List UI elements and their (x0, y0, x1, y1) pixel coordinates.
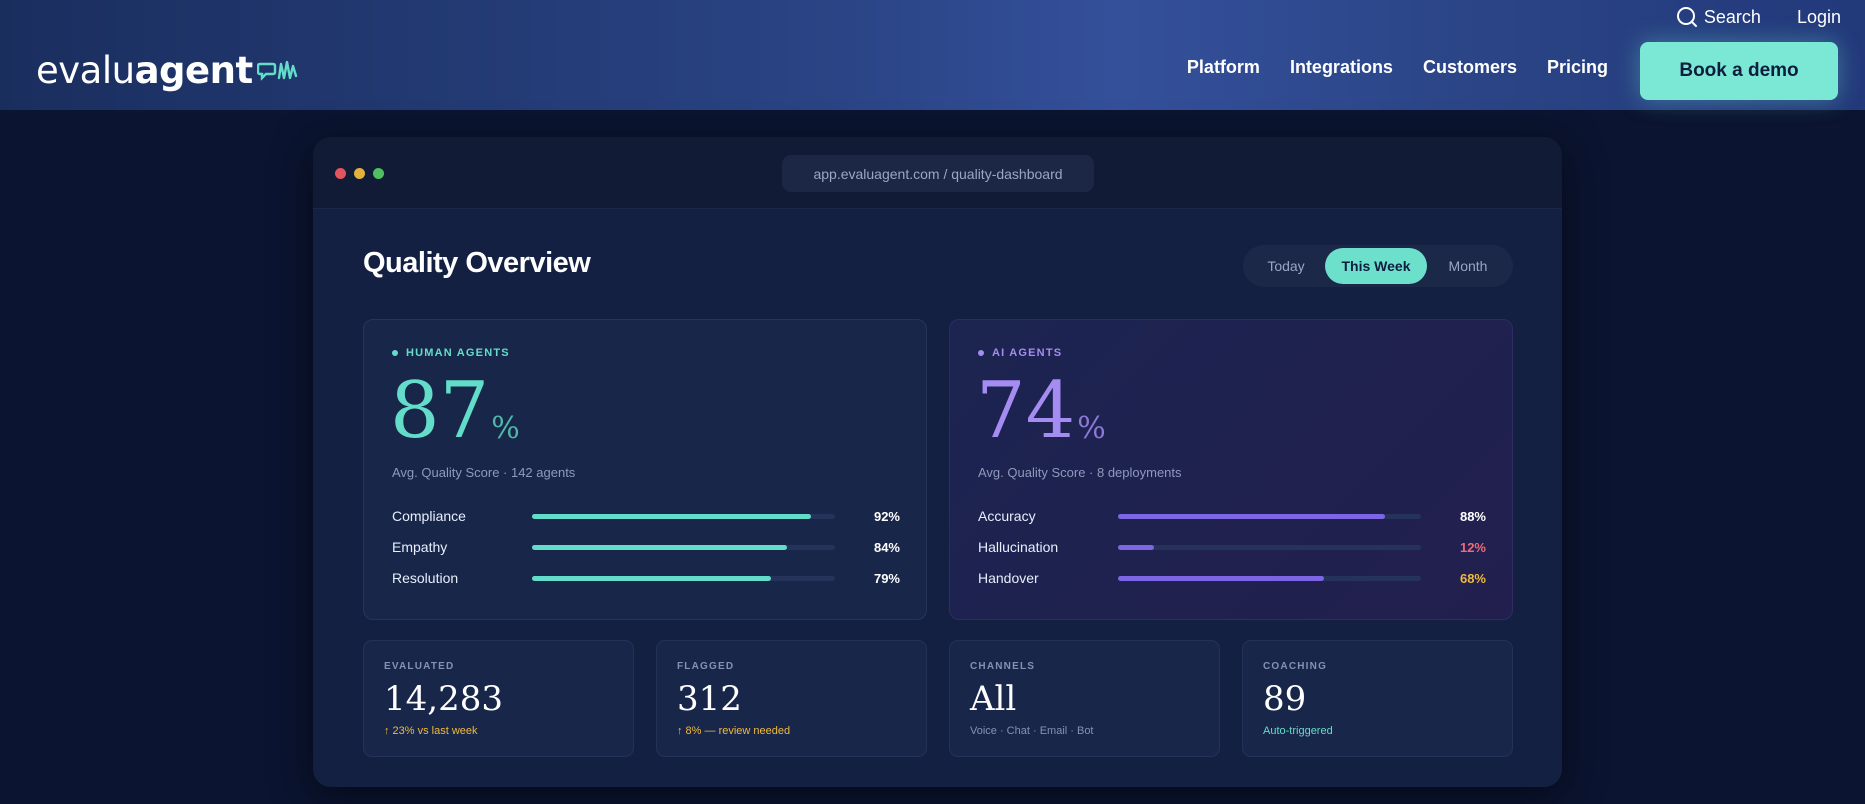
stat-value: 312 (677, 679, 742, 719)
human-score-subtitle: Avg. Quality Score · 142 agents (392, 465, 576, 480)
search-link[interactable]: Search (1676, 6, 1761, 28)
page-title: Quality Overview (363, 247, 591, 279)
ai-score-unit: % (1077, 411, 1106, 446)
stat-value: 14,283 (384, 679, 503, 719)
tab-month[interactable]: Month (1448, 258, 1488, 274)
stat-label: CHANNELS (970, 661, 1036, 672)
metric-value: 84% (873, 539, 900, 555)
human-tag-label: HUMAN AGENTS (406, 347, 510, 359)
logo-text-light: evalu (36, 49, 135, 92)
stat-card-coaching: COACHING 89 Auto-triggered (1242, 640, 1513, 757)
metric-progress-fill (532, 575, 772, 581)
human-score-value: 87 (390, 366, 490, 456)
metric-label: Hallucination (978, 539, 1059, 555)
human-agents-card: HUMAN AGENTS 87 % Avg. Quality Score · 1… (363, 319, 927, 620)
top-links: Search Login (1676, 6, 1841, 28)
ai-metric-row: Handover 68% (978, 568, 1486, 588)
metric-label: Empathy (392, 539, 448, 555)
window-close-dot (335, 168, 346, 179)
stat-card-channels: CHANNELS All Voice · Chat · Email · Bot (949, 640, 1220, 757)
url-bar: app.evaluagent.com / quality-dashboard (782, 155, 1094, 192)
stat-value: All (970, 679, 1017, 719)
nav-item-customers[interactable]: Customers (1422, 57, 1517, 77)
ai-agents-card: AI AGENTS 74 % Avg. Quality Score · 8 de… (949, 319, 1513, 620)
window-titlebar: app.evaluagent.com / quality-dashboard (313, 137, 1562, 209)
metric-progress-fill (1118, 544, 1155, 550)
human-score: 87 % (390, 372, 520, 450)
tab-this-week[interactable]: This Week (1325, 248, 1427, 284)
metric-progress-track (1118, 575, 1421, 581)
ai-score-value: 74 (976, 366, 1076, 456)
main-nav: Platform Integrations Customers Pricing (1187, 57, 1608, 78)
logo-chat-wave-icon (256, 60, 297, 81)
nav-item-pricing[interactable]: Pricing (1546, 57, 1608, 77)
tab-today[interactable]: Today (1267, 258, 1305, 274)
login-link[interactable]: Login (1796, 6, 1841, 27)
metric-progress-fill (1118, 513, 1385, 519)
search-icon (1676, 7, 1697, 27)
metric-value: 79% (873, 570, 900, 586)
stat-value: 89 (1263, 679, 1307, 719)
metric-value: 88% (1459, 508, 1486, 524)
metric-progress-track (532, 513, 835, 519)
human-tag-dot-icon (392, 350, 398, 356)
logo-text-bold: agent (134, 49, 254, 92)
ai-agents-tag: AI AGENTS (978, 347, 1062, 359)
ai-tag-dot-icon (978, 350, 984, 356)
human-metric-row: Resolution 79% (392, 568, 900, 588)
dashboard-window: app.evaluagent.com / quality-dashboard Q… (313, 137, 1562, 787)
ai-metric-row: Hallucination 12% (978, 537, 1486, 557)
stat-label: COACHING (1263, 661, 1328, 672)
stat-label: FLAGGED (677, 661, 735, 672)
metric-progress-fill (532, 544, 787, 550)
metric-value: 92% (873, 508, 900, 524)
window-maximize-dot (373, 168, 384, 179)
ai-tag-label: AI AGENTS (992, 347, 1063, 359)
metric-value: 68% (1459, 570, 1486, 586)
stat-card-evaluated: EVALUATED 14,283 ↑ 23% vs last week (363, 640, 634, 757)
search-label: Search (1703, 6, 1761, 27)
human-agents-tag: HUMAN AGENTS (392, 347, 510, 359)
metric-label: Handover (978, 570, 1039, 586)
metric-label: Compliance (392, 508, 466, 524)
metric-progress-fill (532, 513, 811, 519)
window-minimize-dot (354, 168, 365, 179)
site-header: evalu agent Search Login Platform Integra… (0, 0, 1865, 110)
stat-card-flagged: FLAGGED 312 ↑ 8% — review needed (656, 640, 927, 757)
dashboard-content: Quality Overview Today This Week Month H… (313, 209, 1562, 787)
book-demo-button[interactable]: Book a demo (1640, 42, 1838, 100)
metric-progress-fill (1118, 575, 1325, 581)
stat-note: ↑ 23% vs last week (384, 725, 478, 737)
metric-progress-track (532, 544, 835, 550)
ai-metric-row: Accuracy 88% (978, 506, 1486, 526)
time-range-toggle: Today This Week Month (1243, 245, 1513, 287)
metric-progress-track (1118, 513, 1421, 519)
stat-note: ↑ 8% — review needed (677, 725, 791, 737)
ai-score-subtitle: Avg. Quality Score · 8 deployments (978, 465, 1182, 480)
metric-value: 12% (1459, 539, 1486, 555)
metric-progress-track (1118, 544, 1421, 550)
metric-progress-track (532, 575, 835, 581)
ai-score: 74 % (976, 372, 1106, 450)
human-metric-row: Compliance 92% (392, 506, 900, 526)
human-metric-row: Empathy 84% (392, 537, 900, 557)
stat-note: Voice · Chat · Email · Bot (970, 725, 1094, 737)
nav-item-integrations[interactable]: Integrations (1289, 57, 1393, 77)
human-score-unit: % (491, 411, 520, 446)
logo[interactable]: evalu agent (36, 46, 299, 92)
metric-label: Accuracy (978, 508, 1036, 524)
metric-label: Resolution (392, 570, 459, 586)
stat-label: EVALUATED (384, 661, 455, 672)
nav-item-platform[interactable]: Platform (1186, 57, 1260, 77)
stat-note: Auto-triggered (1263, 725, 1333, 737)
